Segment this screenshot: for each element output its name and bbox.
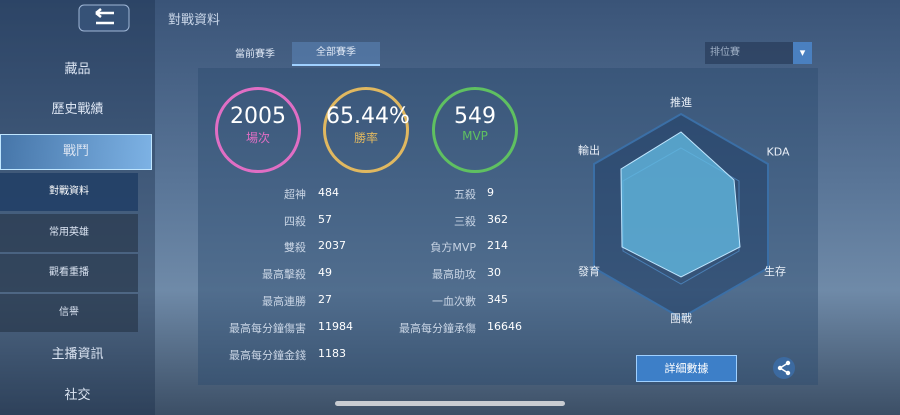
sidebar-item[interactable]: 主播資訊	[51, 347, 104, 362]
stat-label: 最高每分鐘承傷	[399, 322, 476, 335]
radar-axis-label: 推進	[670, 96, 692, 109]
radar-axis-label: 發育	[578, 265, 600, 278]
sidebar-subitem[interactable]: 常用英雄	[0, 214, 138, 252]
sidebar-subitem[interactable]: 信譽	[0, 294, 138, 332]
stat-value: 484	[318, 186, 339, 199]
summary-ring: 2005 場次	[215, 87, 301, 173]
stat-label: 五殺	[454, 188, 476, 201]
stat-label: 最高連勝	[262, 295, 306, 308]
stat-label: 超神	[284, 188, 306, 201]
stat-value: 1183	[318, 347, 346, 360]
detail-button[interactable]: 詳細數據	[636, 355, 737, 382]
radar-axis-label: 輸出	[578, 144, 600, 157]
stat-value: 11984	[318, 320, 353, 333]
stat-value: 57	[318, 213, 332, 226]
radar-axis-label: KDA	[766, 145, 790, 159]
sidebar-item[interactable]: 藏品	[64, 62, 91, 77]
summary-value: 65.44%	[326, 104, 410, 129]
summary-ring: 549 MVP	[432, 87, 518, 173]
sidebar-subitem[interactable]: 對戰資料	[0, 173, 138, 211]
stat-value: 49	[318, 266, 332, 279]
stat-value: 362	[487, 213, 508, 226]
sidebar-item-active[interactable]: 戰鬥	[0, 134, 152, 170]
summary-value: 2005	[230, 104, 286, 129]
radar-axis-label: 生存	[764, 265, 786, 278]
radar-axis-label: 團戰	[670, 312, 692, 325]
radar-chart	[593, 112, 769, 320]
mode-select[interactable]: 排位賽	[705, 42, 798, 64]
summary-label: MVP	[462, 129, 488, 143]
page-title: 對戰資料	[168, 13, 221, 28]
stat-value: 214	[487, 239, 508, 252]
tab-active[interactable]: 全部賽季	[292, 42, 380, 66]
summary-label: 場次	[245, 131, 270, 145]
summary-value: 549	[454, 104, 496, 129]
dropdown-arrow[interactable]: ▾	[793, 42, 812, 64]
sidebar-subitem[interactable]: 觀看重播	[0, 254, 138, 292]
stat-value: 345	[487, 293, 508, 306]
stat-label: 四殺	[284, 215, 306, 228]
back-button[interactable]	[78, 4, 130, 32]
summary-ring: 65.44% 勝率	[323, 87, 410, 173]
stat-label: 最高每分鐘金錢	[229, 349, 306, 362]
stat-value: 9	[487, 186, 494, 199]
tab[interactable]: 當前賽季	[235, 49, 275, 60]
home-indicator	[335, 401, 565, 406]
stat-value: 30	[487, 266, 501, 279]
sidebar-item[interactable]: 社交	[64, 388, 91, 403]
summary-label: 勝率	[353, 131, 378, 145]
stat-value: 27	[318, 293, 332, 306]
stat-label: 一血次數	[432, 295, 476, 308]
stat-label: 三殺	[454, 215, 476, 228]
stat-value: 2037	[318, 239, 346, 252]
sidebar-item[interactable]: 歷史戰績	[51, 102, 104, 117]
stat-label: 最高每分鐘傷害	[229, 322, 306, 335]
stat-label: 負方MVP	[430, 241, 476, 254]
stat-label: 最高助攻	[432, 268, 476, 281]
stat-label: 雙殺	[284, 241, 306, 254]
share-button[interactable]	[772, 356, 796, 380]
stat-label: 最高擊殺	[262, 268, 306, 281]
stat-value: 16646	[487, 320, 522, 333]
